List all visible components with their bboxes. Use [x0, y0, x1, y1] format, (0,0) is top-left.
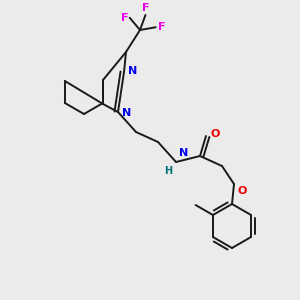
Text: N: N [122, 108, 131, 118]
Text: F: F [121, 13, 129, 23]
Text: F: F [142, 3, 149, 13]
Text: H: H [164, 166, 172, 176]
Text: N: N [179, 148, 188, 158]
Text: N: N [128, 66, 137, 76]
Text: O: O [238, 186, 247, 196]
Text: O: O [211, 129, 220, 139]
Text: F: F [158, 22, 165, 32]
